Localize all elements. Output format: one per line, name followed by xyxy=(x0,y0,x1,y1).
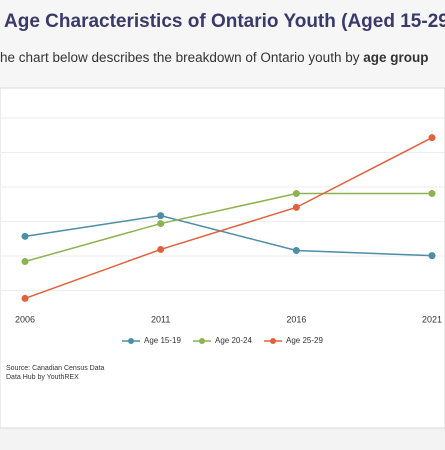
chart-subtitle: he chart below describes the breakdown o… xyxy=(0,50,429,65)
source-line: Data Hub by YouthREX xyxy=(6,374,79,381)
series-line xyxy=(24,214,433,257)
data-point xyxy=(21,294,29,302)
x-tick-label: 2011 xyxy=(151,314,170,324)
data-point xyxy=(157,212,165,220)
legend-label: Age 20-24 xyxy=(215,336,252,345)
x-tick-label: 2006 xyxy=(15,314,35,324)
x-tick-label: 2021 xyxy=(422,314,442,324)
data-point xyxy=(428,134,436,142)
data-point xyxy=(157,245,165,253)
data-point xyxy=(157,220,165,228)
data-point xyxy=(292,203,300,211)
data-point xyxy=(292,246,300,254)
subtitle-bold: age group xyxy=(363,50,428,65)
data-point xyxy=(21,258,29,266)
legend-dot xyxy=(270,338,276,344)
legend-dot xyxy=(199,338,205,344)
series-line xyxy=(24,192,432,263)
data-point xyxy=(428,190,436,198)
legend-dot xyxy=(128,338,134,344)
series-line xyxy=(24,136,433,300)
subtitle-text: he chart below describes the breakdown o… xyxy=(0,50,360,65)
legend-label: Age 25-29 xyxy=(286,336,323,345)
source-line: Source: Canadian Census Data xyxy=(6,365,105,372)
data-point xyxy=(292,190,300,198)
chart-title: Age Characteristics of Ontario Youth (Ag… xyxy=(4,11,445,32)
header-bg xyxy=(0,0,445,88)
legend-label: Age 15-19 xyxy=(144,336,181,345)
data-point xyxy=(428,252,436,260)
data-point xyxy=(21,232,29,240)
x-tick-label: 2016 xyxy=(286,314,306,324)
chart-panel xyxy=(0,87,445,429)
